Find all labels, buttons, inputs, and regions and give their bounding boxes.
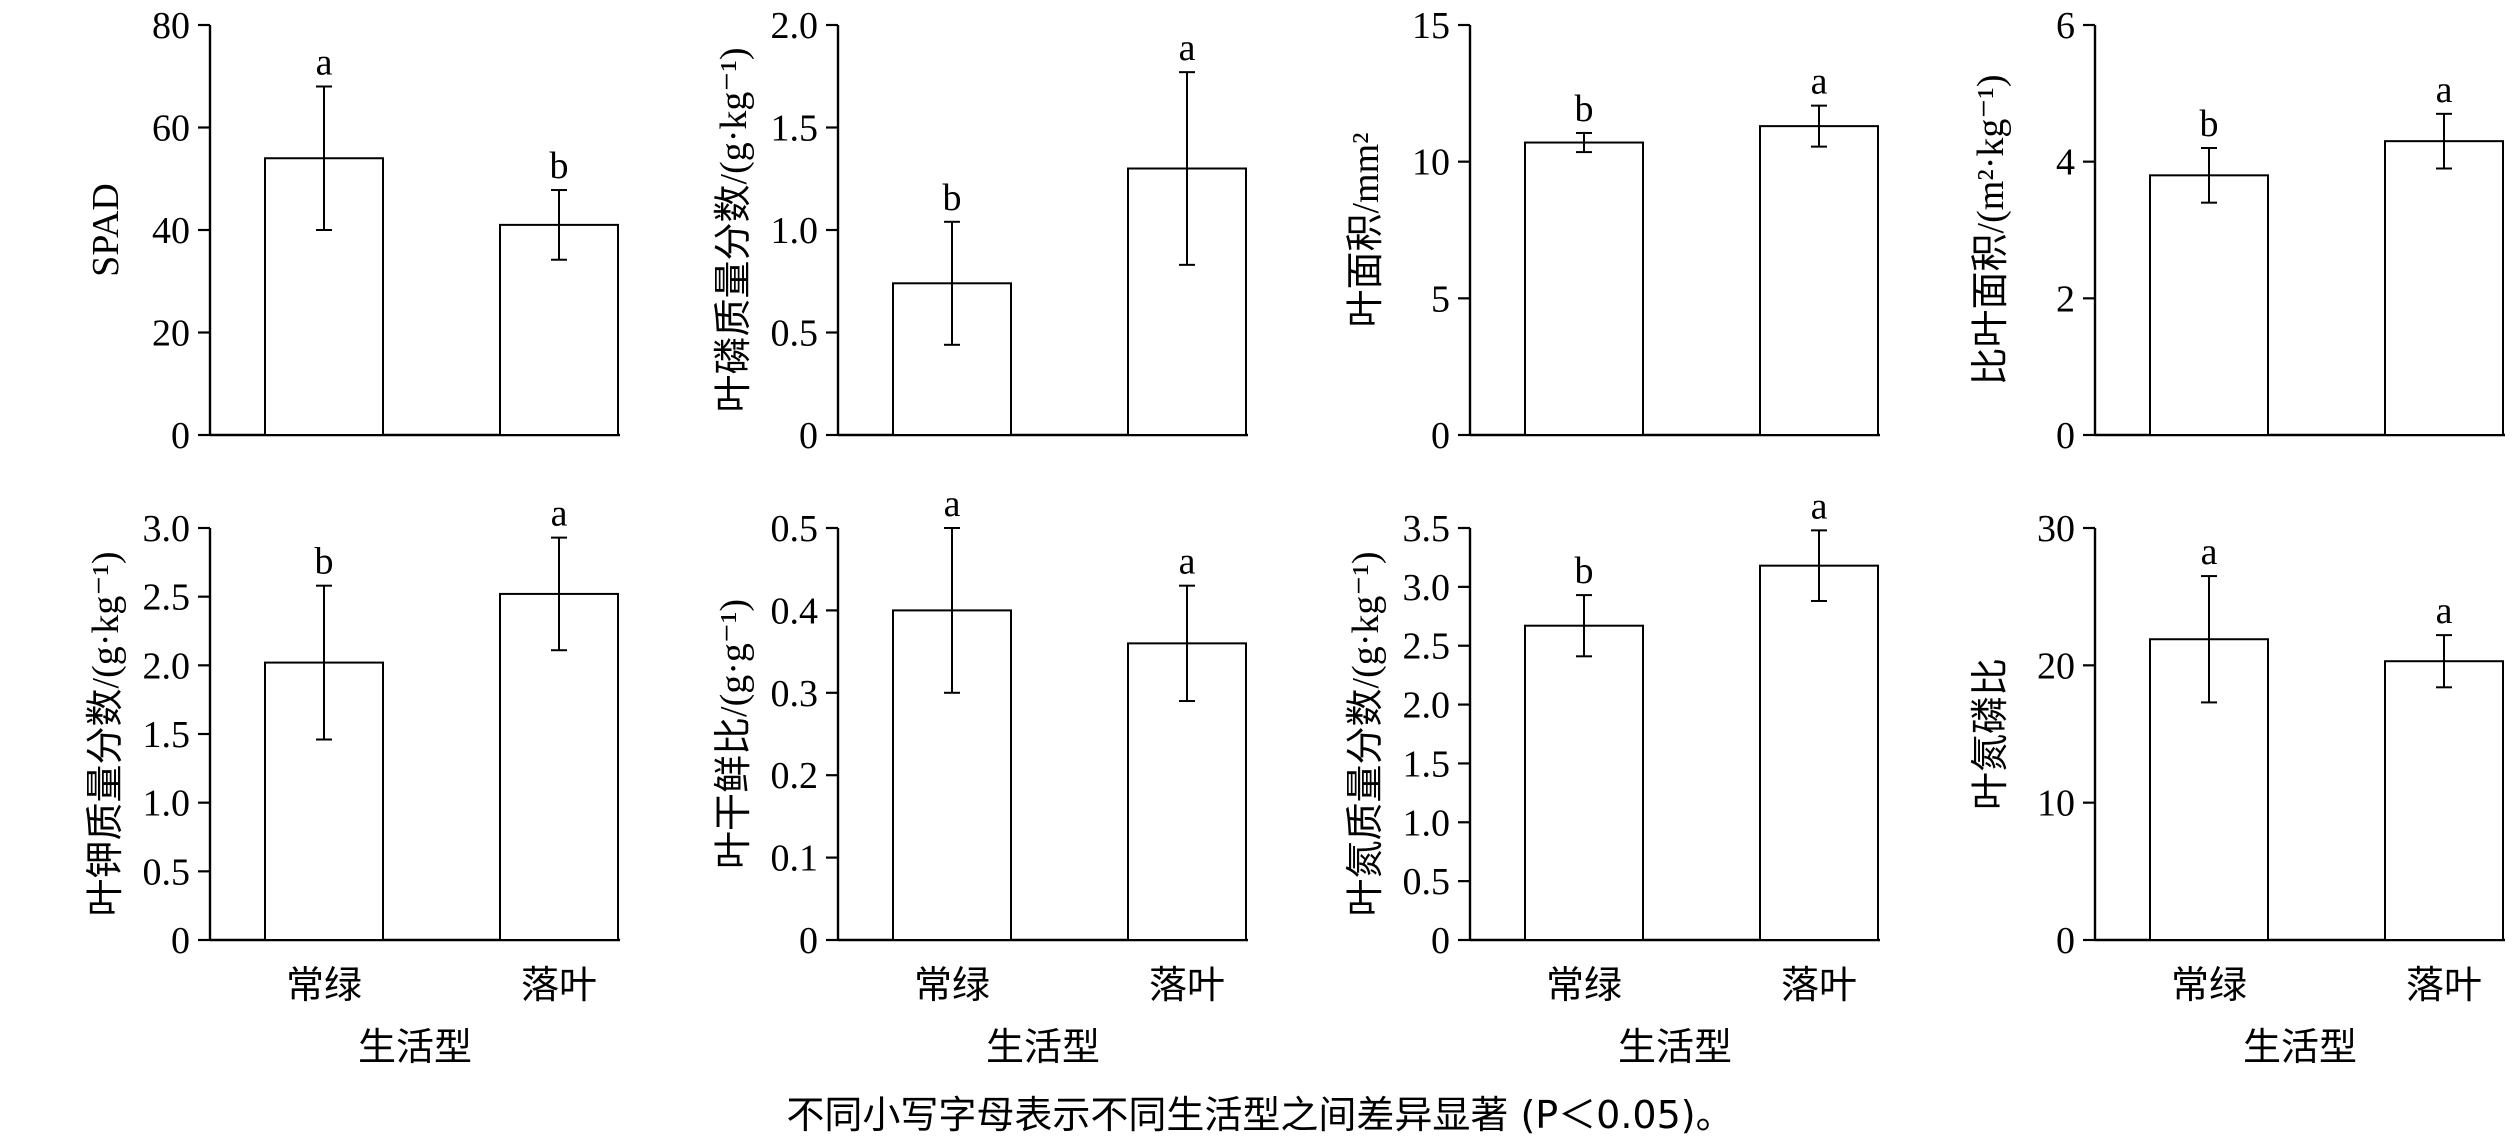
- significance-letter: b: [2200, 103, 2219, 145]
- x-category-label: 落叶: [2406, 963, 2482, 1007]
- x-category-label: 落叶: [1149, 963, 1225, 1007]
- x-category-label: 常绿: [2171, 963, 2247, 1007]
- y-tick-label: 1.5: [143, 714, 191, 756]
- panel-3: 0 5 10 15 叶面积/mm² b a: [1345, 5, 1880, 457]
- y-tick-label: 1.5: [1403, 743, 1451, 785]
- y-axis-title: 叶干鲜比/(g·g⁻¹): [713, 599, 755, 869]
- y-tick-label: 6: [2056, 5, 2075, 47]
- y-tick-label: 0.5: [771, 508, 819, 550]
- y-tick-label: 1.0: [771, 210, 819, 252]
- significance-letter: a: [551, 493, 568, 535]
- y-tick-label: 3.0: [143, 508, 191, 550]
- y-tick-label: 5: [1431, 278, 1450, 320]
- significance-letter: a: [2436, 69, 2453, 111]
- x-category-label: 落叶: [1781, 963, 1857, 1007]
- y-tick-label: 4: [2056, 142, 2075, 184]
- significance-letter: b: [315, 541, 334, 583]
- significance-letter: b: [1575, 88, 1594, 130]
- y-tick-label: 20: [152, 313, 190, 355]
- y-tick-label: 40: [152, 210, 190, 252]
- bar: [1524, 624, 1644, 942]
- bar: [1759, 564, 1879, 941]
- bar: [1524, 141, 1644, 437]
- y-axis-title: 叶磷质量分数/(g·kg⁻¹): [713, 48, 755, 413]
- significance-letter: b: [1575, 550, 1594, 592]
- y-tick-label: 0: [2056, 920, 2075, 962]
- y-tick-label: 0: [2056, 415, 2075, 457]
- y-tick-label: 3.0: [1403, 567, 1451, 609]
- y-tick-label: 0.2: [771, 755, 819, 797]
- x-axis-title: 生活型: [2243, 1025, 2357, 1069]
- significance-letter: a: [1179, 541, 1196, 583]
- y-tick-label: 1.0: [1403, 802, 1451, 844]
- y-tick-label: 80: [152, 5, 190, 47]
- y-tick-label: 2.0: [143, 645, 191, 687]
- x-category-label: 常绿: [286, 963, 362, 1007]
- y-tick-label: 1.5: [771, 108, 819, 150]
- significance-letter: a: [1179, 27, 1196, 69]
- y-axis-title: 叶氮磷比: [1970, 658, 2012, 810]
- x-axis-titles: 生活型 生活型 生活型 生活型: [358, 1025, 2357, 1069]
- y-axis-title: 比叶面积/(m²·kg⁻¹): [1970, 75, 2012, 386]
- y-tick-label: 0.5: [1403, 861, 1451, 903]
- x-category-label: 落叶: [521, 963, 597, 1007]
- panel-5: 0 0.5 1.0 1.5 2.0 2.5 3.0 叶钾质量分数/(g·kg⁻¹) b 常绿 a 落叶: [85, 493, 620, 1007]
- panel-2: 0 0.5 1.0 1.5 2.0 叶磷质量分数/(g·kg⁻¹) b a: [713, 5, 1248, 457]
- x-axis-title: 生活型: [986, 1025, 1100, 1069]
- y-tick-label: 0.3: [771, 673, 819, 715]
- significance-letter: a: [1811, 485, 1828, 527]
- y-tick-label: 2.5: [143, 577, 191, 619]
- panel-7: 0 0.5 1.0 1.5 2.0 2.5 3.0 3.5 叶氮质量分数/(g·kg⁻¹) b 常绿…: [1345, 485, 1880, 1007]
- y-tick-label: 10: [2037, 783, 2075, 825]
- y-tick-label: 0.4: [771, 590, 819, 632]
- significance-letter: b: [550, 145, 569, 187]
- y-tick-label: 0: [1431, 415, 1450, 457]
- y-tick-label: 0.1: [771, 838, 819, 880]
- y-tick-label: 0: [171, 415, 190, 457]
- y-axis-title: 叶面积/mm²: [1345, 132, 1387, 327]
- y-tick-label: 20: [2037, 645, 2075, 687]
- x-axis-title: 生活型: [1618, 1025, 1732, 1069]
- y-tick-label: 0: [1431, 920, 1450, 962]
- y-tick-label: 60: [152, 108, 190, 150]
- y-tick-label: 3.5: [1403, 508, 1451, 550]
- y-tick-label: 2.0: [771, 5, 819, 47]
- figure-caption: 不同小写字母表示不同生活型之间差异显著 (P＜0.05)。: [786, 1093, 1733, 1137]
- y-tick-label: 2: [2056, 278, 2075, 320]
- significance-letter: a: [1811, 61, 1828, 103]
- y-axis-title: SPAD: [85, 183, 127, 277]
- x-category-label: 常绿: [1546, 963, 1622, 1007]
- x-category-label: 常绿: [914, 963, 990, 1007]
- panel-4: 0 2 4 6 比叶面积/(m²·kg⁻¹) b a: [1970, 5, 2505, 457]
- y-tick-label: 10: [1412, 142, 1450, 184]
- y-axis-title: 叶钾质量分数/(g·kg⁻¹): [85, 552, 127, 917]
- bar: [1759, 125, 1879, 436]
- bar: [2384, 140, 2504, 437]
- x-axis-title: 生活型: [358, 1025, 472, 1069]
- y-tick-label: 30: [2037, 508, 2075, 550]
- y-tick-label: 0.5: [143, 851, 191, 893]
- y-tick-label: 2.5: [1403, 626, 1451, 668]
- panel-8: 0 10 20 30 叶氮磷比 a 常绿 a 落叶: [1970, 508, 2505, 1007]
- significance-letter: a: [2201, 531, 2218, 573]
- y-axis-title: 叶氮质量分数/(g·kg⁻¹): [1345, 552, 1387, 917]
- y-tick-label: 15: [1412, 5, 1450, 47]
- y-tick-label: 2.0: [1403, 685, 1451, 727]
- bar: [2384, 660, 2504, 941]
- bar: [2149, 174, 2269, 436]
- y-tick-label: 0.5: [771, 313, 819, 355]
- y-tick-label: 0: [171, 920, 190, 962]
- panel-6: 0 0.1 0.2 0.3 0.4 0.5 叶干鲜比/(g·g⁻¹) a 常绿 a 落叶: [713, 483, 1248, 1007]
- significance-letter: a: [2436, 590, 2453, 632]
- panel-1: 0 20 40 60 80 SPAD a b: [85, 5, 620, 457]
- y-tick-label: 1.0: [143, 783, 191, 825]
- significance-letter: a: [944, 483, 961, 525]
- y-tick-label: 0: [799, 920, 818, 962]
- chart-panels: 020406080SPADab00.51.01.52.0叶磷质量分数/(g·kg…: [85, 5, 2505, 1007]
- y-tick-label: 0: [799, 415, 818, 457]
- significance-letter: b: [943, 177, 962, 219]
- significance-letter: a: [316, 42, 333, 84]
